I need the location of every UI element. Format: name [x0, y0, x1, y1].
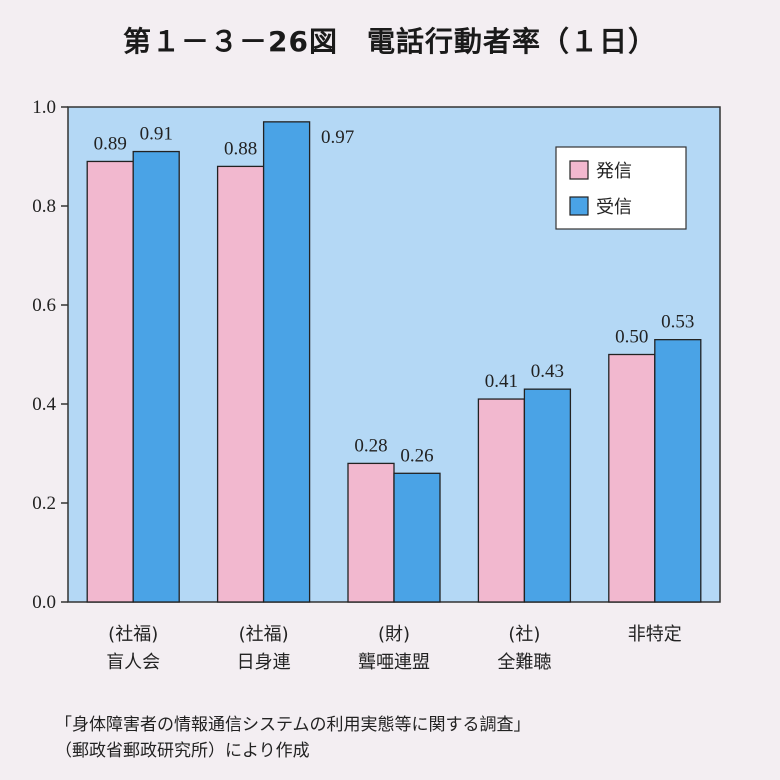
category-label: (財) [378, 624, 410, 645]
bar-receive [132, 150, 180, 603]
data-label-send: 0.89 [94, 133, 127, 154]
bar-send [86, 160, 134, 603]
category-label: 日身連 [237, 652, 291, 673]
bar-receive [523, 388, 572, 603]
data-label-receive: 0.53 [661, 312, 694, 333]
data-label-receive: 0.26 [400, 445, 433, 466]
category-label: 全難聴 [497, 652, 551, 673]
data-label-send: 0.41 [485, 371, 518, 392]
legend-swatch-receive [569, 196, 589, 216]
bar-send [477, 398, 526, 603]
legend-swatch-send [569, 160, 589, 180]
source-note: 「身体障害者の情報通信システムの利用実態等に関する調査」 （郵政省郵政研究所）に… [55, 712, 755, 764]
y-tick-label: 0.4 [32, 394, 56, 415]
data-label-receive: 0.43 [531, 361, 564, 382]
y-tick-label: 1.0 [32, 97, 56, 118]
data-label-send: 0.88 [224, 138, 257, 159]
y-tick-label: 0.0 [32, 592, 56, 613]
category-label: (社) [508, 624, 540, 645]
bar-send [347, 462, 395, 603]
category-label: (社福) [108, 624, 158, 645]
bar-receive [393, 472, 441, 603]
data-label-send: 0.28 [354, 435, 387, 456]
legend-label-send: 発信 [596, 161, 632, 182]
data-label-send: 0.50 [615, 327, 648, 348]
chart-title: 第１－３－26図 電話行動者率（１日） [123, 25, 657, 58]
y-tick-label: 0.8 [32, 196, 56, 217]
y-tick-label: 0.2 [32, 493, 56, 514]
source-line-2: （郵政省郵政研究所）により作成 [55, 741, 310, 761]
data-label-receive: 0.91 [140, 124, 173, 145]
category-label: 非特定 [628, 624, 682, 645]
bar-receive [262, 121, 311, 603]
source-line-1: 「身体障害者の情報通信システムの利用実態等に関する調査」 [55, 715, 531, 735]
bar-send [216, 165, 265, 603]
bar-chart: 0.0 0.2 0.4 0.6 0.8 1.0 0.89 0.91 0.88 0.97 0.28 0.… [32, 97, 721, 673]
category-label: (社福) [239, 624, 289, 645]
category-label: 聾唖連盟 [358, 652, 430, 673]
legend-label-receive: 受信 [596, 197, 632, 218]
data-label-receive: 0.97 [321, 127, 354, 148]
bar-receive [654, 338, 702, 603]
y-tick-label: 0.6 [32, 295, 56, 316]
category-label: 盲人会 [106, 652, 160, 673]
bar-send [608, 353, 656, 603]
